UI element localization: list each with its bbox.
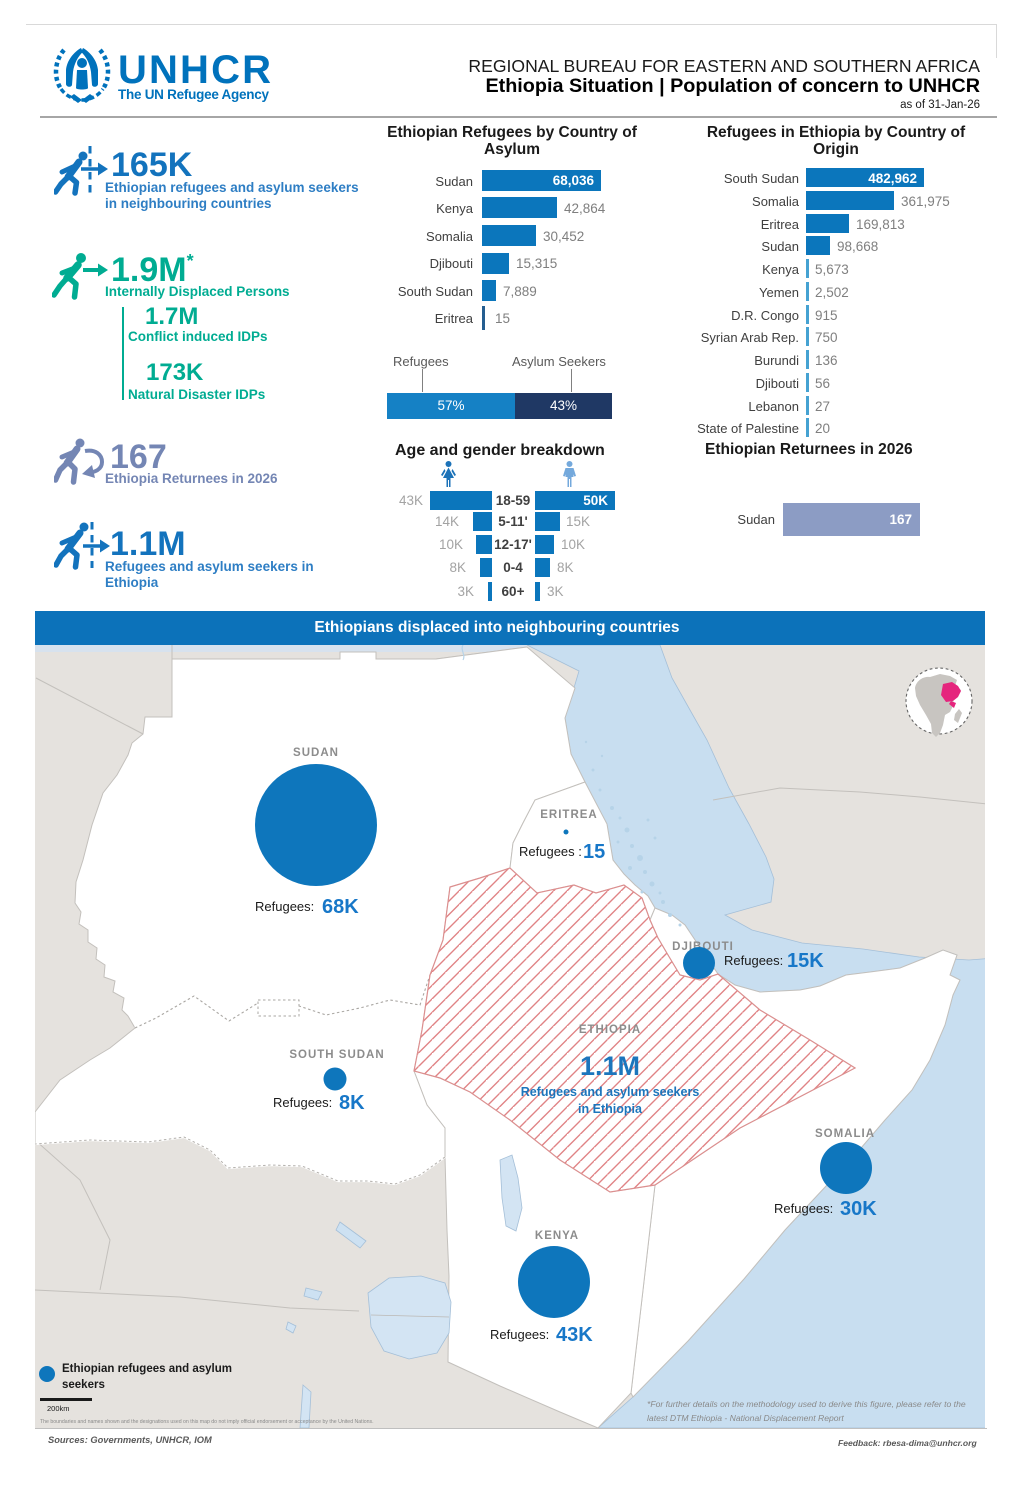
svg-text:30K: 30K <box>840 1198 877 1220</box>
svg-text:ETHIOPIA: ETHIOPIA <box>579 1024 641 1036</box>
svg-text:seekers: seekers <box>62 1379 105 1391</box>
svg-text:Ethiopian refugees and asylum: Ethiopian refugees and asylum <box>62 1363 232 1375</box>
svg-text:in Ethiopia: in Ethiopia <box>578 1102 643 1116</box>
svg-text:DJIBOUTI: DJIBOUTI <box>672 941 734 953</box>
svg-text:SOMALIA: SOMALIA <box>815 1128 875 1140</box>
svg-text:1.1M: 1.1M <box>580 1051 640 1081</box>
svg-text:SOUTH SUDAN: SOUTH SUDAN <box>289 1049 384 1061</box>
svg-text:KENYA: KENYA <box>535 1230 579 1242</box>
svg-text:UNHCR: UNHCR <box>118 48 271 92</box>
svg-text:The UN Refugee Agency: The UN Refugee Agency <box>118 87 269 102</box>
svg-text:The boundaries and names shown: The boundaries and names shown and the d… <box>40 1419 374 1425</box>
svg-text:Refugees:: Refugees: <box>255 899 314 914</box>
svg-text:68K: 68K <box>322 896 359 918</box>
svg-text:ERITREA: ERITREA <box>540 809 597 821</box>
svg-text:Refugees:: Refugees: <box>490 1327 549 1342</box>
svg-text:Refugees:: Refugees: <box>774 1201 833 1216</box>
svg-text:200km: 200km <box>47 1404 70 1413</box>
svg-text:15K: 15K <box>787 950 824 972</box>
svg-text:Refugees:: Refugees: <box>273 1095 332 1110</box>
svg-text:latest DTM Ethiopia - National: latest DTM Ethiopia - National Displacem… <box>647 1413 844 1423</box>
svg-text:*For further details on the me: *For further details on the methodology … <box>647 1399 966 1409</box>
svg-text:Refugees :: Refugees : <box>519 844 582 859</box>
svg-text:43K: 43K <box>556 1324 593 1346</box>
svg-text:SUDAN: SUDAN <box>293 747 339 759</box>
svg-text:Refugees and asylum seekers: Refugees and asylum seekers <box>521 1085 700 1099</box>
svg-text:Refugees:: Refugees: <box>724 953 783 968</box>
svg-text:15: 15 <box>583 841 605 863</box>
svg-text:8K: 8K <box>339 1092 365 1114</box>
